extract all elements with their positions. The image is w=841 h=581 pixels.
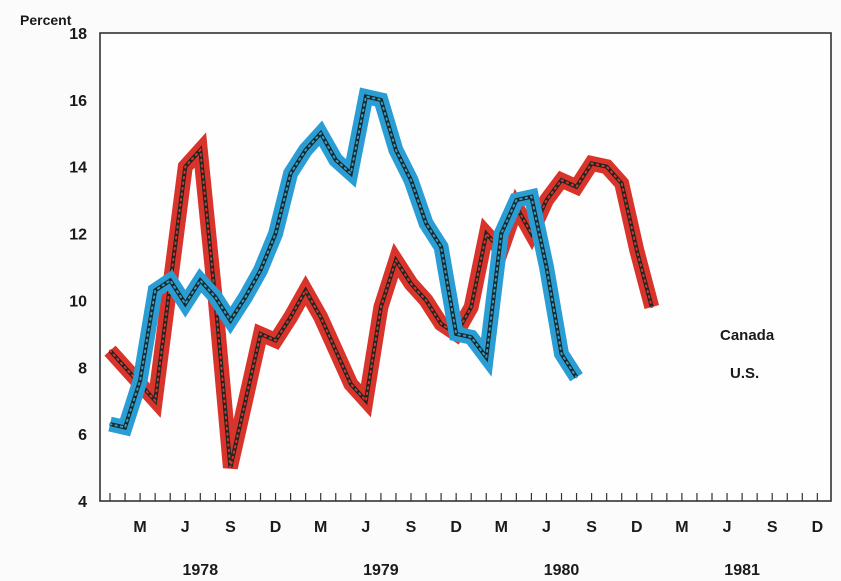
- year-label: 1979: [363, 562, 399, 579]
- y-axis-label: Percent: [20, 12, 72, 28]
- year-label: 1980: [544, 562, 580, 579]
- month-label: S: [225, 519, 236, 536]
- year-labels: 1978 1979 1980 1981: [183, 562, 760, 579]
- y-tick-label: 18: [69, 26, 87, 43]
- year-label: 1981: [724, 562, 760, 579]
- month-label: J: [181, 519, 190, 536]
- series-line-dots: [109, 95, 578, 429]
- month-label: S: [767, 519, 778, 536]
- month-label: J: [723, 519, 732, 536]
- series-label: Canada: [720, 327, 775, 344]
- series-canada: [104, 132, 660, 470]
- month-label: J: [361, 519, 370, 536]
- y-tick-label: 6: [78, 427, 87, 444]
- month-label: M: [133, 519, 146, 536]
- series-label: U.S.: [730, 365, 759, 382]
- x-tick-marks: [109, 493, 818, 501]
- y-tick-label: 14: [69, 160, 87, 177]
- series-labels: Canada U.S.: [720, 327, 775, 382]
- month-label: D: [270, 519, 282, 536]
- month-label: M: [495, 519, 508, 536]
- month-label: M: [314, 519, 327, 536]
- month-label: D: [812, 519, 824, 536]
- series-layer: [104, 87, 660, 470]
- month-label: J: [542, 519, 551, 536]
- month-label: M: [675, 519, 688, 536]
- y-tick-labels: 4 6 8 10 12 14 16 18: [69, 26, 87, 511]
- series-line-dots: [109, 147, 653, 468]
- series-u-s: [108, 87, 583, 437]
- month-label: S: [586, 519, 597, 536]
- month-label: S: [406, 519, 417, 536]
- y-tick-label: 12: [69, 227, 87, 244]
- month-label: D: [450, 519, 462, 536]
- y-tick-label: 8: [78, 360, 87, 377]
- y-tick-label: 10: [69, 293, 87, 310]
- y-tick-label: 16: [69, 93, 87, 110]
- year-label: 1978: [183, 562, 219, 579]
- month-label: D: [631, 519, 643, 536]
- y-tick-label: 4: [78, 494, 87, 511]
